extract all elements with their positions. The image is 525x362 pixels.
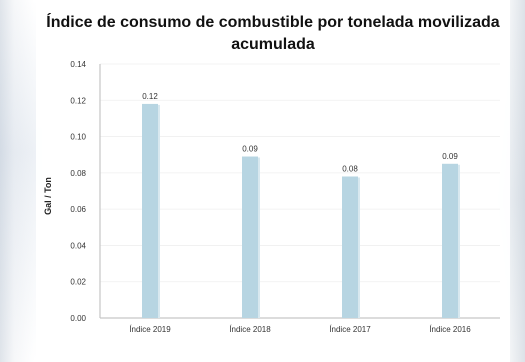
data-label: 0.12 bbox=[142, 92, 158, 101]
y-tick-label: 0.12 bbox=[70, 96, 86, 105]
x-tick-label: Índice 2018 bbox=[229, 325, 271, 334]
x-tick-label: Índice 2019 bbox=[129, 325, 171, 334]
bar bbox=[242, 156, 258, 318]
y-tick-label: 0.10 bbox=[70, 133, 86, 142]
background-left-accent bbox=[0, 0, 42, 362]
data-label: 0.09 bbox=[442, 152, 458, 161]
y-tick-label: 0.04 bbox=[70, 241, 86, 250]
bar bbox=[142, 103, 158, 319]
chart-title-line-2: acumulada bbox=[231, 36, 315, 53]
y-tick-label: 0.14 bbox=[70, 60, 86, 69]
bar bbox=[342, 176, 358, 318]
x-tick-label: Índice 2017 bbox=[329, 325, 371, 334]
y-tick-label: 0.08 bbox=[70, 169, 86, 178]
data-label: 0.09 bbox=[242, 145, 258, 154]
y-tick-label: 0.02 bbox=[70, 278, 86, 287]
x-tick-label: Índice 2016 bbox=[429, 325, 471, 334]
data-label: 0.08 bbox=[342, 164, 358, 173]
y-tick-label: 0.06 bbox=[70, 205, 86, 214]
bar bbox=[442, 163, 458, 318]
y-tick-label: 0.00 bbox=[70, 314, 86, 323]
chart-title: Índice de consumo de combustible por ton… bbox=[36, 12, 510, 56]
chart-card: Índice de consumo de combustible por ton… bbox=[36, 0, 510, 362]
chart-title-line-1: Índice de consumo de combustible por ton… bbox=[46, 14, 500, 31]
